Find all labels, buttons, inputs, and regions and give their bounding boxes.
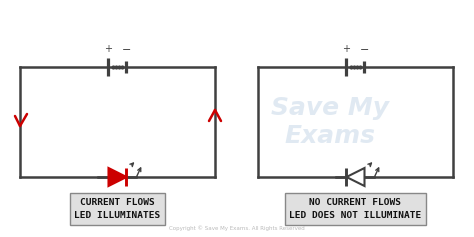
Text: Copyright © Save My Exams. All Rights Reserved: Copyright © Save My Exams. All Rights Re… — [169, 225, 305, 231]
Text: Save My
Exams: Save My Exams — [271, 96, 389, 148]
Text: CURRENT FLOWS
LED ILLUMINATES: CURRENT FLOWS LED ILLUMINATES — [74, 198, 161, 220]
Text: +: + — [343, 44, 350, 54]
Text: −: − — [360, 45, 369, 55]
Text: NO CURRENT FLOWS
LED DOES NOT ILLUMINATE: NO CURRENT FLOWS LED DOES NOT ILLUMINATE — [289, 198, 422, 220]
Polygon shape — [109, 168, 127, 186]
Text: −: − — [122, 45, 131, 55]
Polygon shape — [346, 168, 365, 186]
Text: +: + — [104, 44, 112, 54]
